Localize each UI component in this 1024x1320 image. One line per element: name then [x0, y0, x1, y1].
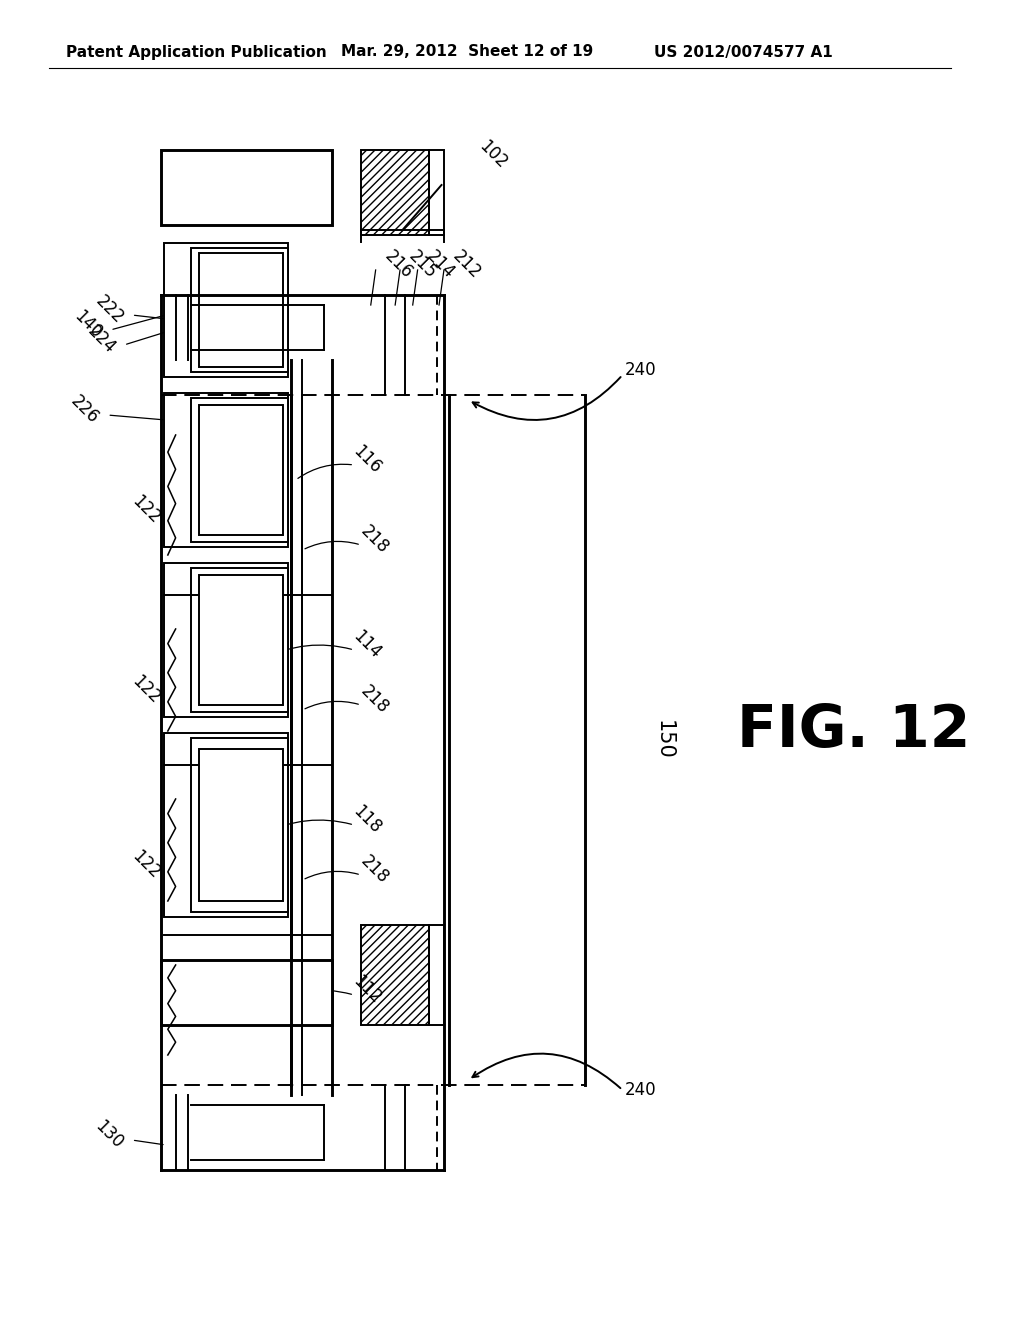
Bar: [332, 235, 586, 925]
Bar: [361, 925, 429, 1026]
Text: 140: 140: [71, 308, 105, 343]
Bar: [164, 393, 288, 546]
Text: 118: 118: [349, 803, 384, 838]
Text: 122: 122: [129, 847, 164, 883]
Bar: [191, 568, 288, 711]
Bar: [161, 960, 332, 1026]
Text: 218: 218: [357, 682, 392, 718]
Bar: [191, 738, 288, 912]
Text: 215: 215: [404, 247, 440, 282]
Bar: [164, 564, 288, 717]
Bar: [199, 253, 283, 367]
Text: 130: 130: [92, 1118, 127, 1152]
Text: 122: 122: [129, 492, 164, 528]
Text: 226: 226: [68, 392, 102, 428]
Text: 114: 114: [349, 627, 384, 663]
Text: 212: 212: [449, 247, 484, 282]
Text: 224: 224: [84, 322, 119, 358]
Bar: [199, 576, 283, 705]
Text: 222: 222: [91, 292, 127, 327]
Bar: [199, 748, 283, 902]
Text: 214: 214: [423, 247, 458, 282]
Text: 150: 150: [653, 721, 674, 760]
Text: Patent Application Publication: Patent Application Publication: [67, 45, 327, 59]
Bar: [199, 405, 283, 535]
Text: 102: 102: [475, 137, 511, 173]
Text: 240: 240: [625, 360, 656, 379]
Text: FIG. 12: FIG. 12: [736, 701, 970, 759]
Bar: [429, 150, 444, 235]
Text: 216: 216: [381, 247, 416, 282]
Text: 112: 112: [349, 973, 385, 1007]
Text: 240: 240: [625, 1081, 656, 1100]
Text: 218: 218: [357, 853, 392, 887]
Bar: [191, 399, 288, 543]
Bar: [361, 925, 429, 1026]
Text: 218: 218: [357, 523, 392, 557]
Bar: [361, 150, 429, 235]
Text: Mar. 29, 2012  Sheet 12 of 19: Mar. 29, 2012 Sheet 12 of 19: [341, 45, 594, 59]
Bar: [429, 925, 444, 1026]
Bar: [161, 150, 332, 224]
Text: 116: 116: [349, 442, 384, 478]
Text: 122: 122: [129, 672, 164, 708]
Text: US 2012/0074577 A1: US 2012/0074577 A1: [653, 45, 833, 59]
Bar: [191, 248, 288, 372]
Bar: [164, 733, 288, 917]
Bar: [361, 150, 429, 235]
Bar: [164, 243, 288, 378]
